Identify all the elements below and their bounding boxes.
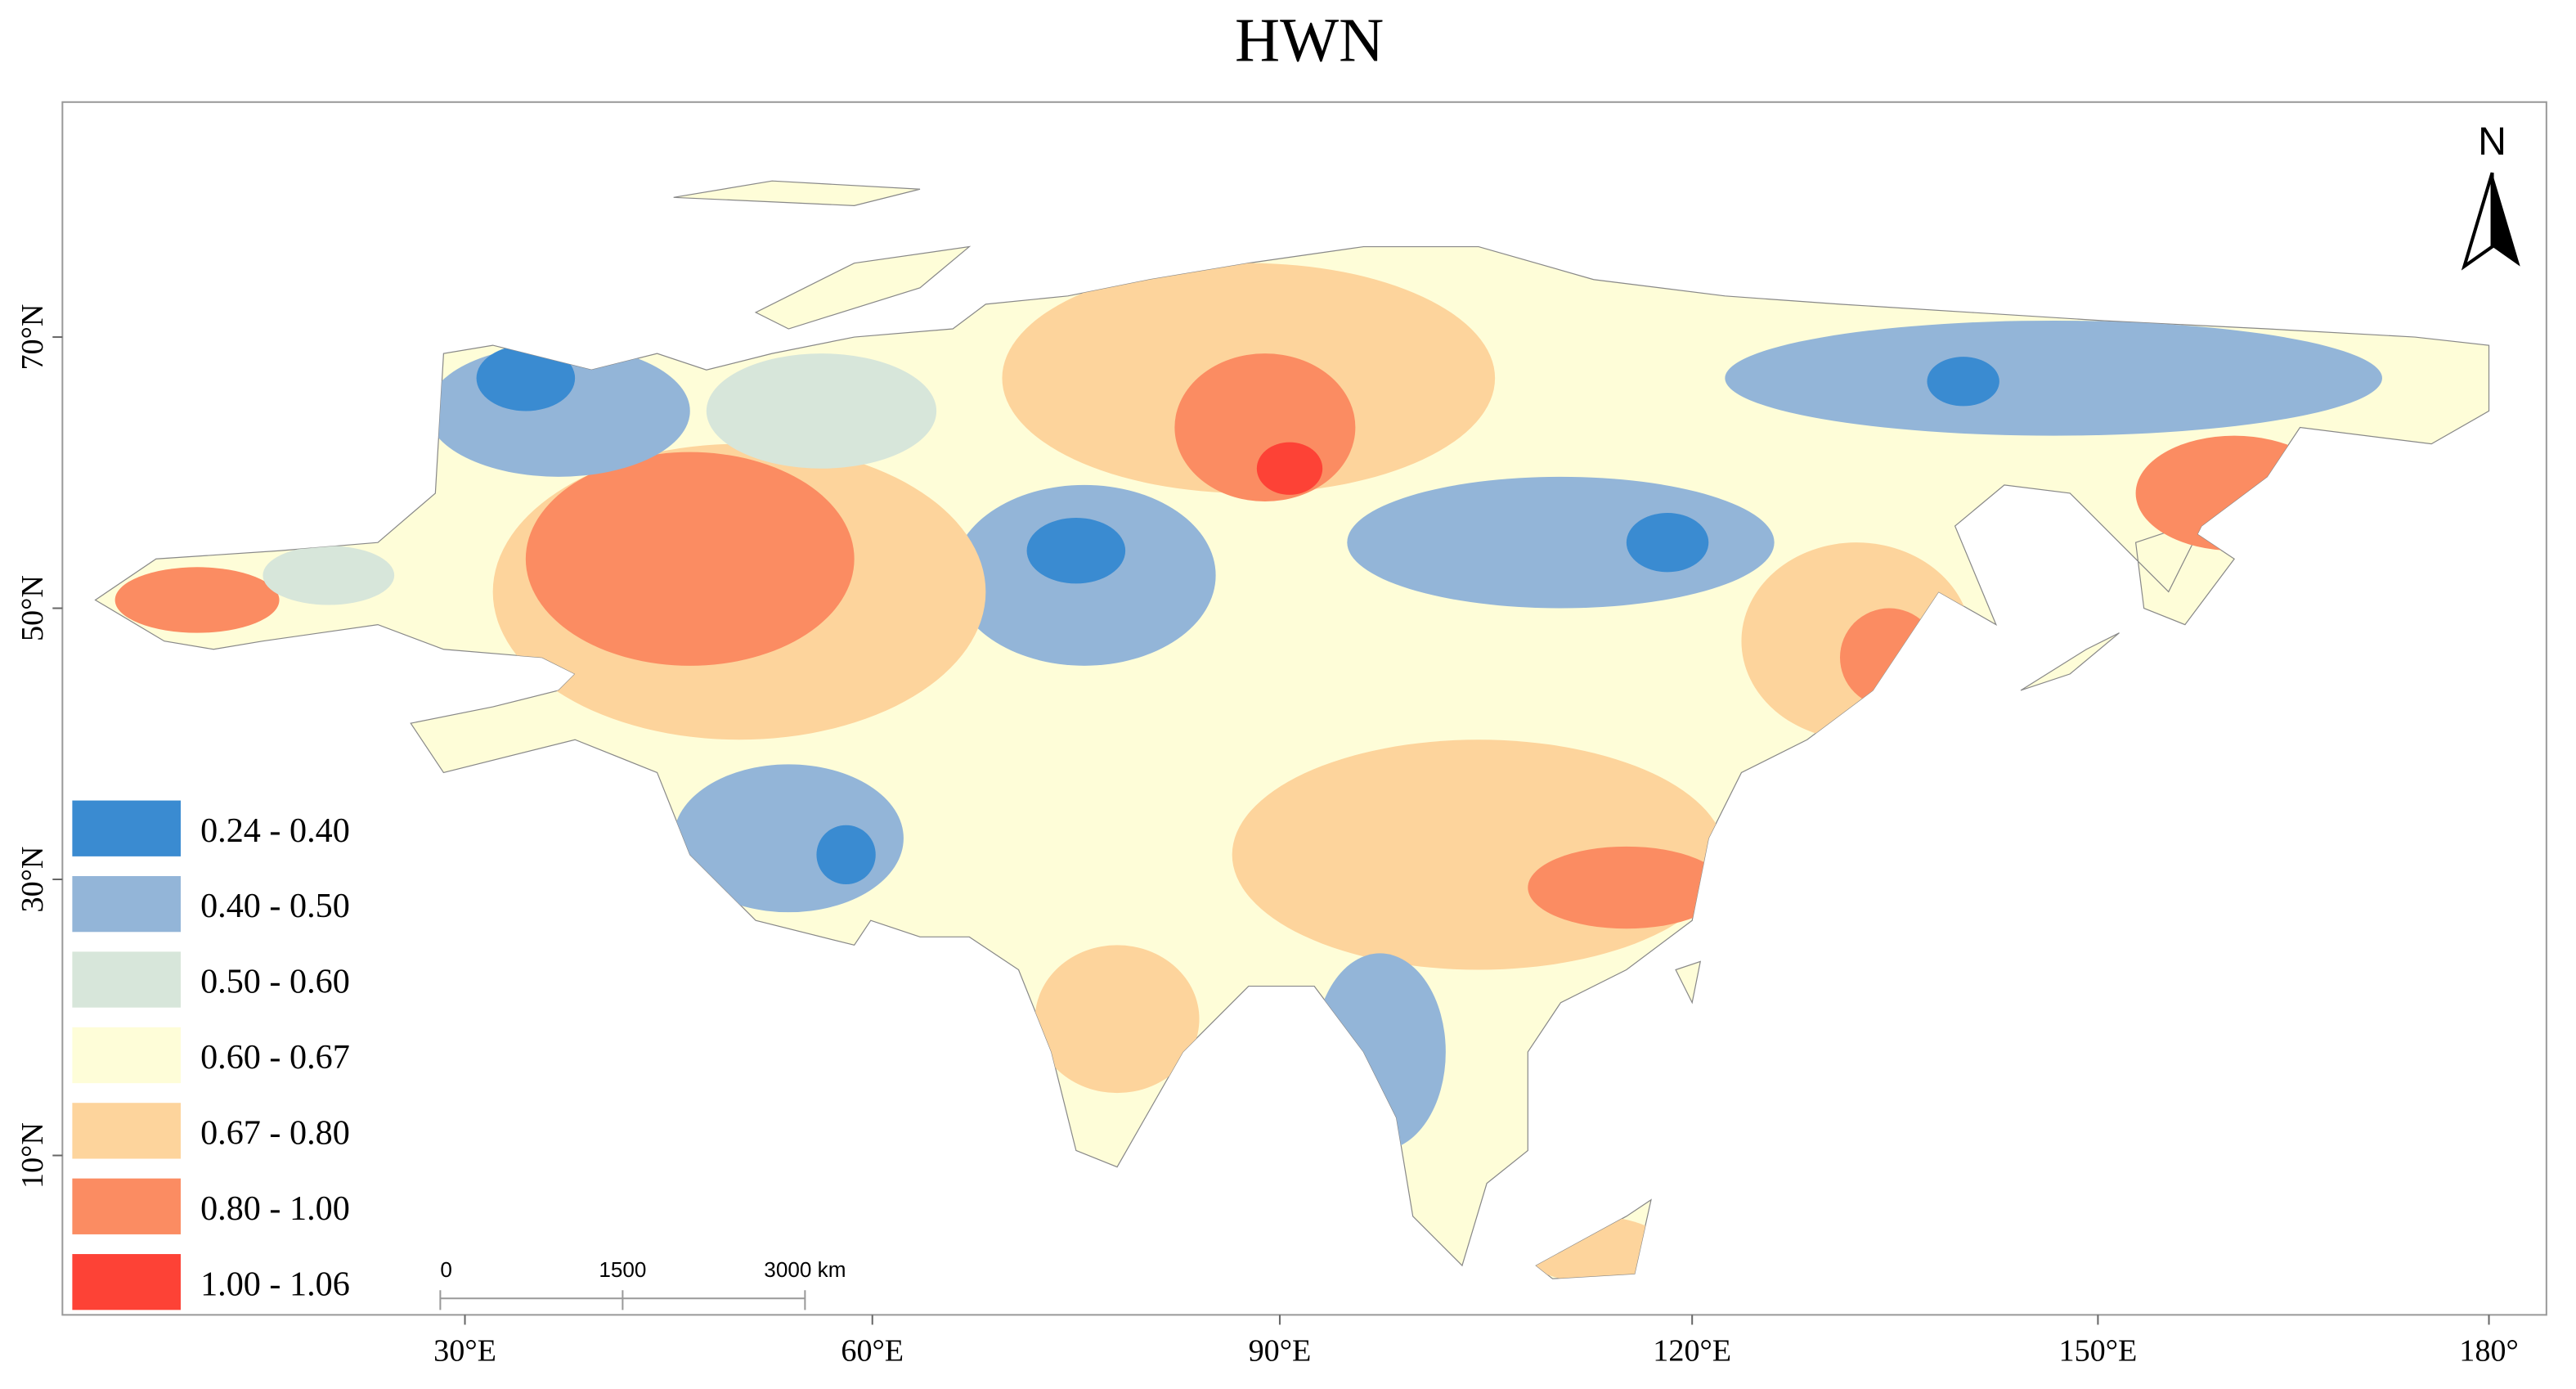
scale-label: 0 — [440, 1257, 452, 1282]
legend-swatch — [72, 1103, 181, 1159]
zone — [816, 825, 876, 885]
lat-label: 70°N — [16, 304, 50, 371]
zone — [706, 353, 937, 469]
lon-label: 150°E — [2058, 1334, 2137, 1369]
lat-label: 10°N — [16, 1122, 50, 1189]
legend-swatch — [72, 951, 181, 1008]
legend-label: 0.40 - 0.50 — [200, 887, 350, 925]
zone — [1034, 945, 1200, 1094]
lon-label: 120°E — [1653, 1334, 1731, 1369]
zone — [1626, 513, 1709, 573]
lon-label: 60°E — [841, 1334, 904, 1369]
map-title: HWN — [1235, 6, 1384, 75]
zone — [1725, 320, 2382, 436]
legend-swatch — [72, 1027, 181, 1084]
legend-swatch — [72, 875, 181, 933]
scale-label: 3000 km — [764, 1257, 846, 1282]
zone — [1528, 846, 1726, 929]
zone — [263, 546, 395, 605]
legend-label: 0.80 - 1.00 — [200, 1189, 350, 1228]
lon-label: 180° — [2459, 1334, 2519, 1369]
zone — [1927, 357, 1999, 407]
legend-swatch — [72, 1254, 181, 1310]
lat-label: 50°N — [16, 575, 50, 641]
legend-label: 0.60 - 0.67 — [200, 1038, 350, 1077]
legend-label: 1.00 - 1.06 — [200, 1265, 350, 1303]
legend-swatch — [72, 1178, 181, 1234]
lon-label: 90°E — [1249, 1334, 1312, 1369]
zone — [525, 452, 855, 666]
lat-axis: 70°N 50°N 30°N 10°N — [16, 304, 63, 1189]
scale-bar: 0 1500 3000 km — [439, 1257, 846, 1310]
lon-axis: 30°E 60°E 90°E 120°E 150°E 180° — [433, 1315, 2519, 1369]
legend-label: 0.67 - 0.80 — [200, 1113, 350, 1152]
legend: 0.24 - 0.40 0.40 - 0.50 0.50 - 0.60 0.60 - … — [72, 800, 350, 1310]
zone — [1347, 476, 1775, 609]
legend-swatch — [72, 800, 181, 856]
zone — [114, 567, 280, 633]
hwn-surface — [114, 263, 2382, 1279]
legend-label: 0.24 - 0.40 — [200, 811, 350, 850]
scale-label: 1500 — [599, 1257, 646, 1282]
zone — [1026, 518, 1126, 584]
legend-label: 0.50 - 0.60 — [200, 963, 350, 1001]
lat-label: 30°N — [16, 847, 50, 913]
lon-label: 30°E — [433, 1334, 496, 1369]
zone — [1256, 442, 1323, 495]
scale-line — [439, 1290, 806, 1310]
zone — [476, 345, 576, 411]
north-label: N — [2478, 119, 2506, 164]
